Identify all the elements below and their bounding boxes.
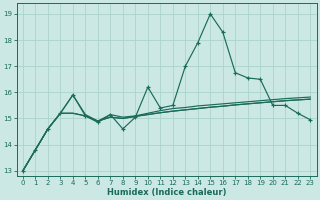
X-axis label: Humidex (Indice chaleur): Humidex (Indice chaleur) <box>107 188 226 197</box>
